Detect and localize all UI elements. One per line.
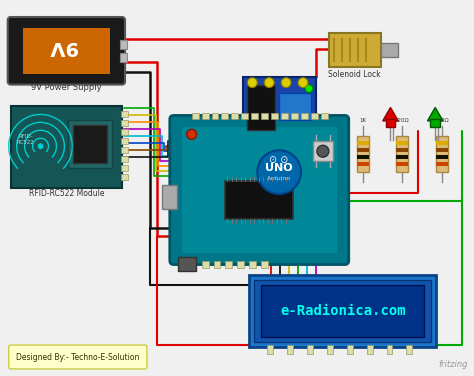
- Bar: [279, 92, 311, 120]
- Bar: [231, 114, 238, 120]
- Bar: [396, 155, 409, 159]
- Bar: [121, 165, 128, 171]
- Text: RFID-RC522 Module: RFID-RC522 Module: [28, 189, 104, 198]
- Bar: [436, 155, 448, 159]
- Bar: [261, 114, 268, 120]
- Bar: [321, 114, 328, 120]
- Bar: [121, 129, 128, 135]
- Bar: [327, 345, 333, 354]
- Bar: [226, 261, 232, 268]
- Bar: [396, 136, 409, 172]
- Bar: [249, 276, 436, 347]
- Text: 220Ω: 220Ω: [395, 118, 410, 123]
- Text: Arduino: Arduino: [267, 176, 292, 180]
- Text: 9V Power Supply: 9V Power Supply: [31, 83, 102, 92]
- Bar: [385, 120, 395, 127]
- Circle shape: [305, 85, 313, 92]
- Bar: [357, 141, 369, 145]
- Bar: [281, 114, 288, 120]
- Bar: [436, 162, 448, 166]
- Bar: [121, 111, 128, 117]
- Bar: [120, 40, 127, 49]
- Bar: [347, 345, 353, 354]
- Bar: [11, 106, 122, 188]
- Circle shape: [317, 145, 329, 157]
- Text: 1K: 1K: [359, 118, 366, 123]
- Bar: [357, 155, 369, 159]
- Bar: [291, 114, 298, 120]
- FancyBboxPatch shape: [9, 345, 147, 369]
- Bar: [271, 114, 278, 120]
- Bar: [121, 156, 128, 162]
- Circle shape: [264, 78, 274, 88]
- Bar: [406, 345, 412, 354]
- Bar: [237, 261, 244, 268]
- Bar: [121, 147, 128, 153]
- Bar: [247, 85, 275, 130]
- Text: RFID-
RC522: RFID- RC522: [17, 135, 35, 145]
- Bar: [430, 120, 440, 127]
- Bar: [249, 261, 256, 268]
- Bar: [254, 280, 431, 342]
- Bar: [386, 345, 392, 354]
- Bar: [261, 261, 268, 268]
- Circle shape: [247, 78, 257, 88]
- Text: Designed By:- Techno-E-Solution: Designed By:- Techno-E-Solution: [16, 353, 139, 361]
- Circle shape: [187, 129, 197, 139]
- Bar: [73, 125, 107, 163]
- Text: ⊙ ⊙: ⊙ ⊙: [269, 155, 289, 165]
- Bar: [396, 141, 409, 145]
- Bar: [261, 285, 424, 337]
- Bar: [201, 114, 209, 120]
- Bar: [182, 127, 337, 253]
- Bar: [436, 148, 448, 152]
- Text: e-Radionica.com: e-Radionica.com: [280, 304, 406, 318]
- Bar: [241, 114, 248, 120]
- Bar: [329, 33, 381, 67]
- Circle shape: [257, 150, 301, 194]
- Bar: [213, 261, 220, 268]
- Bar: [366, 345, 373, 354]
- Text: fritzing: fritzing: [438, 360, 468, 369]
- Bar: [396, 162, 409, 166]
- Bar: [267, 345, 273, 354]
- Bar: [436, 136, 448, 172]
- Bar: [178, 256, 196, 270]
- Bar: [121, 138, 128, 144]
- Bar: [357, 136, 369, 172]
- Bar: [120, 53, 127, 62]
- Text: Solenoid Lock: Solenoid Lock: [328, 70, 381, 79]
- Bar: [226, 181, 293, 219]
- Bar: [311, 114, 318, 120]
- Bar: [23, 28, 110, 74]
- Bar: [396, 148, 409, 152]
- Text: UNO: UNO: [265, 163, 293, 173]
- Text: 220Ω: 220Ω: [435, 118, 449, 123]
- Circle shape: [281, 78, 291, 88]
- Bar: [357, 162, 369, 166]
- Bar: [251, 114, 258, 120]
- Bar: [201, 261, 209, 268]
- FancyBboxPatch shape: [8, 17, 125, 85]
- Bar: [191, 114, 199, 120]
- Bar: [381, 43, 399, 57]
- Circle shape: [298, 78, 308, 88]
- Text: 9V: 9V: [48, 37, 77, 56]
- Bar: [211, 114, 219, 120]
- Bar: [221, 114, 228, 120]
- Bar: [313, 141, 333, 161]
- Bar: [68, 120, 112, 168]
- Bar: [307, 345, 313, 354]
- Bar: [287, 345, 293, 354]
- Bar: [121, 174, 128, 180]
- Bar: [243, 77, 316, 138]
- FancyBboxPatch shape: [170, 115, 349, 265]
- Bar: [436, 141, 448, 145]
- Bar: [162, 185, 177, 209]
- Bar: [357, 148, 369, 152]
- Bar: [121, 120, 128, 126]
- Bar: [301, 114, 308, 120]
- Circle shape: [37, 143, 44, 149]
